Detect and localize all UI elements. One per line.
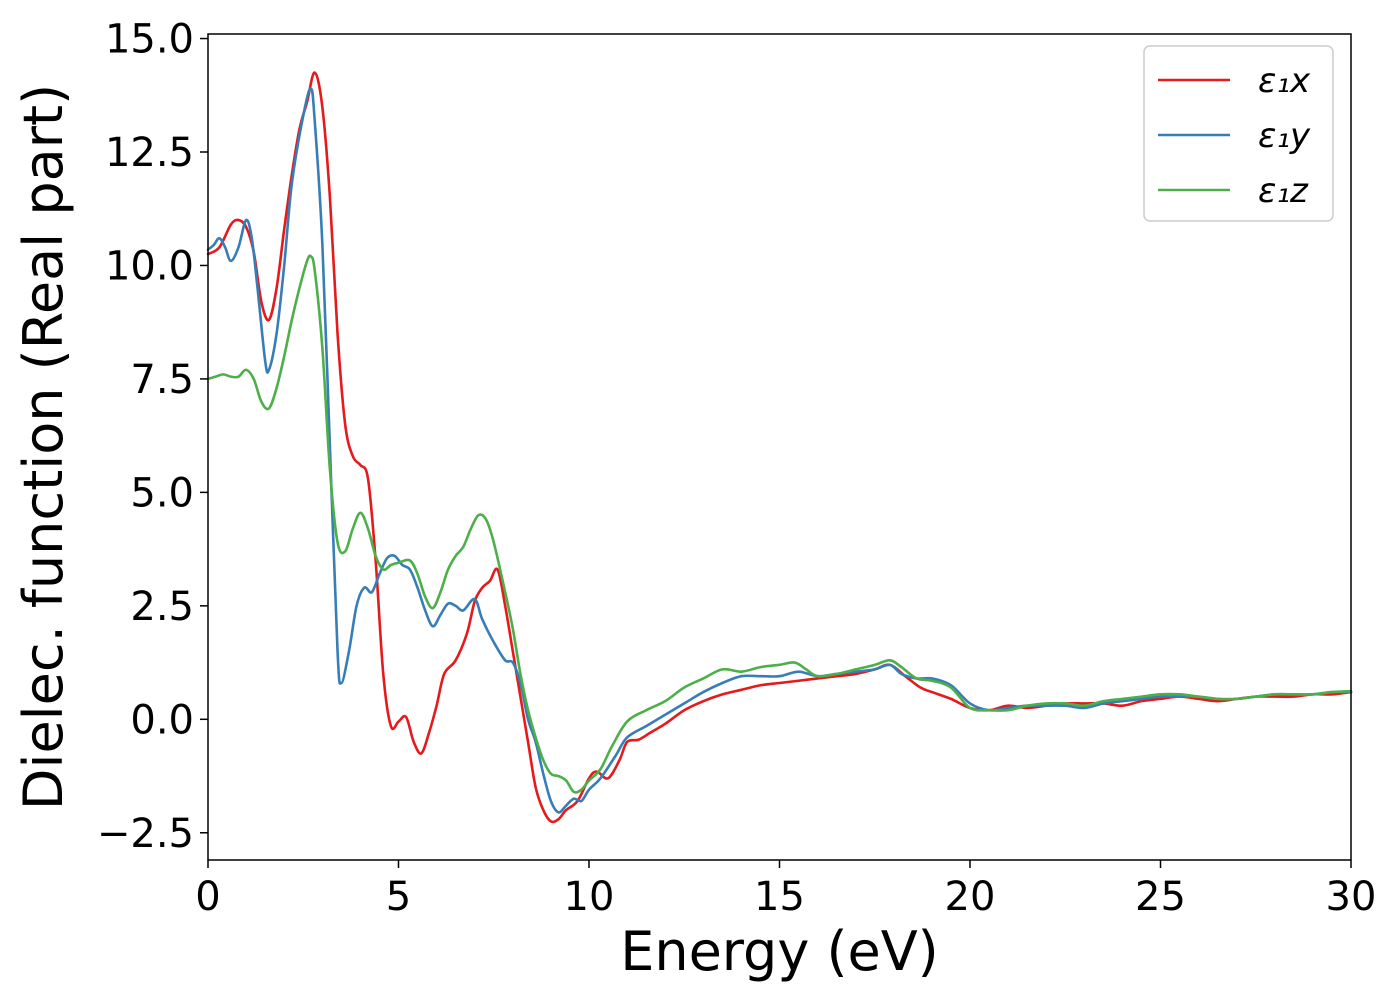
series-line-3 <box>206 254 1353 794</box>
series-lines <box>206 71 1353 824</box>
x-tick-label: 0 <box>195 874 220 920</box>
y-tick-label: 10.0 <box>105 243 194 289</box>
legend: ε₁x ε₁y ε₁z <box>1143 45 1334 222</box>
y-tick-label: 15.0 <box>105 17 194 63</box>
legend-label: ε₁z <box>1258 171 1309 211</box>
y-tick-label: 2.5 <box>130 584 194 630</box>
y-axis-title: Dielec. function (Real part) <box>12 84 75 810</box>
x-tick-label: 20 <box>945 874 996 920</box>
series-line-2 <box>206 87 1353 814</box>
x-tick-label: 25 <box>1135 874 1186 920</box>
x-axis-title: Energy (eV) <box>620 920 939 983</box>
x-tick-label: 5 <box>386 874 411 920</box>
y-tick-label: 0.0 <box>130 697 194 743</box>
x-tick-label: 30 <box>1326 874 1377 920</box>
y-tick-label: 5.0 <box>130 470 194 516</box>
axis-ticks: 0 5 10 15 20 25 30 −2.5 0.0 2.5 5.0 7.5 10.0 12.5 15.0 <box>97 17 1377 920</box>
y-tick-label: 7.5 <box>130 357 194 403</box>
legend-entries: ε₁x ε₁y ε₁z <box>1158 61 1311 211</box>
legend-label: ε₁y <box>1258 116 1311 156</box>
x-tick-label: 15 <box>754 874 805 920</box>
legend-label: ε₁x <box>1258 61 1311 101</box>
y-tick-label: −2.5 <box>97 811 194 857</box>
y-tick-label: 12.5 <box>105 130 194 176</box>
x-tick-label: 10 <box>564 874 615 920</box>
legend-box <box>1143 45 1334 222</box>
